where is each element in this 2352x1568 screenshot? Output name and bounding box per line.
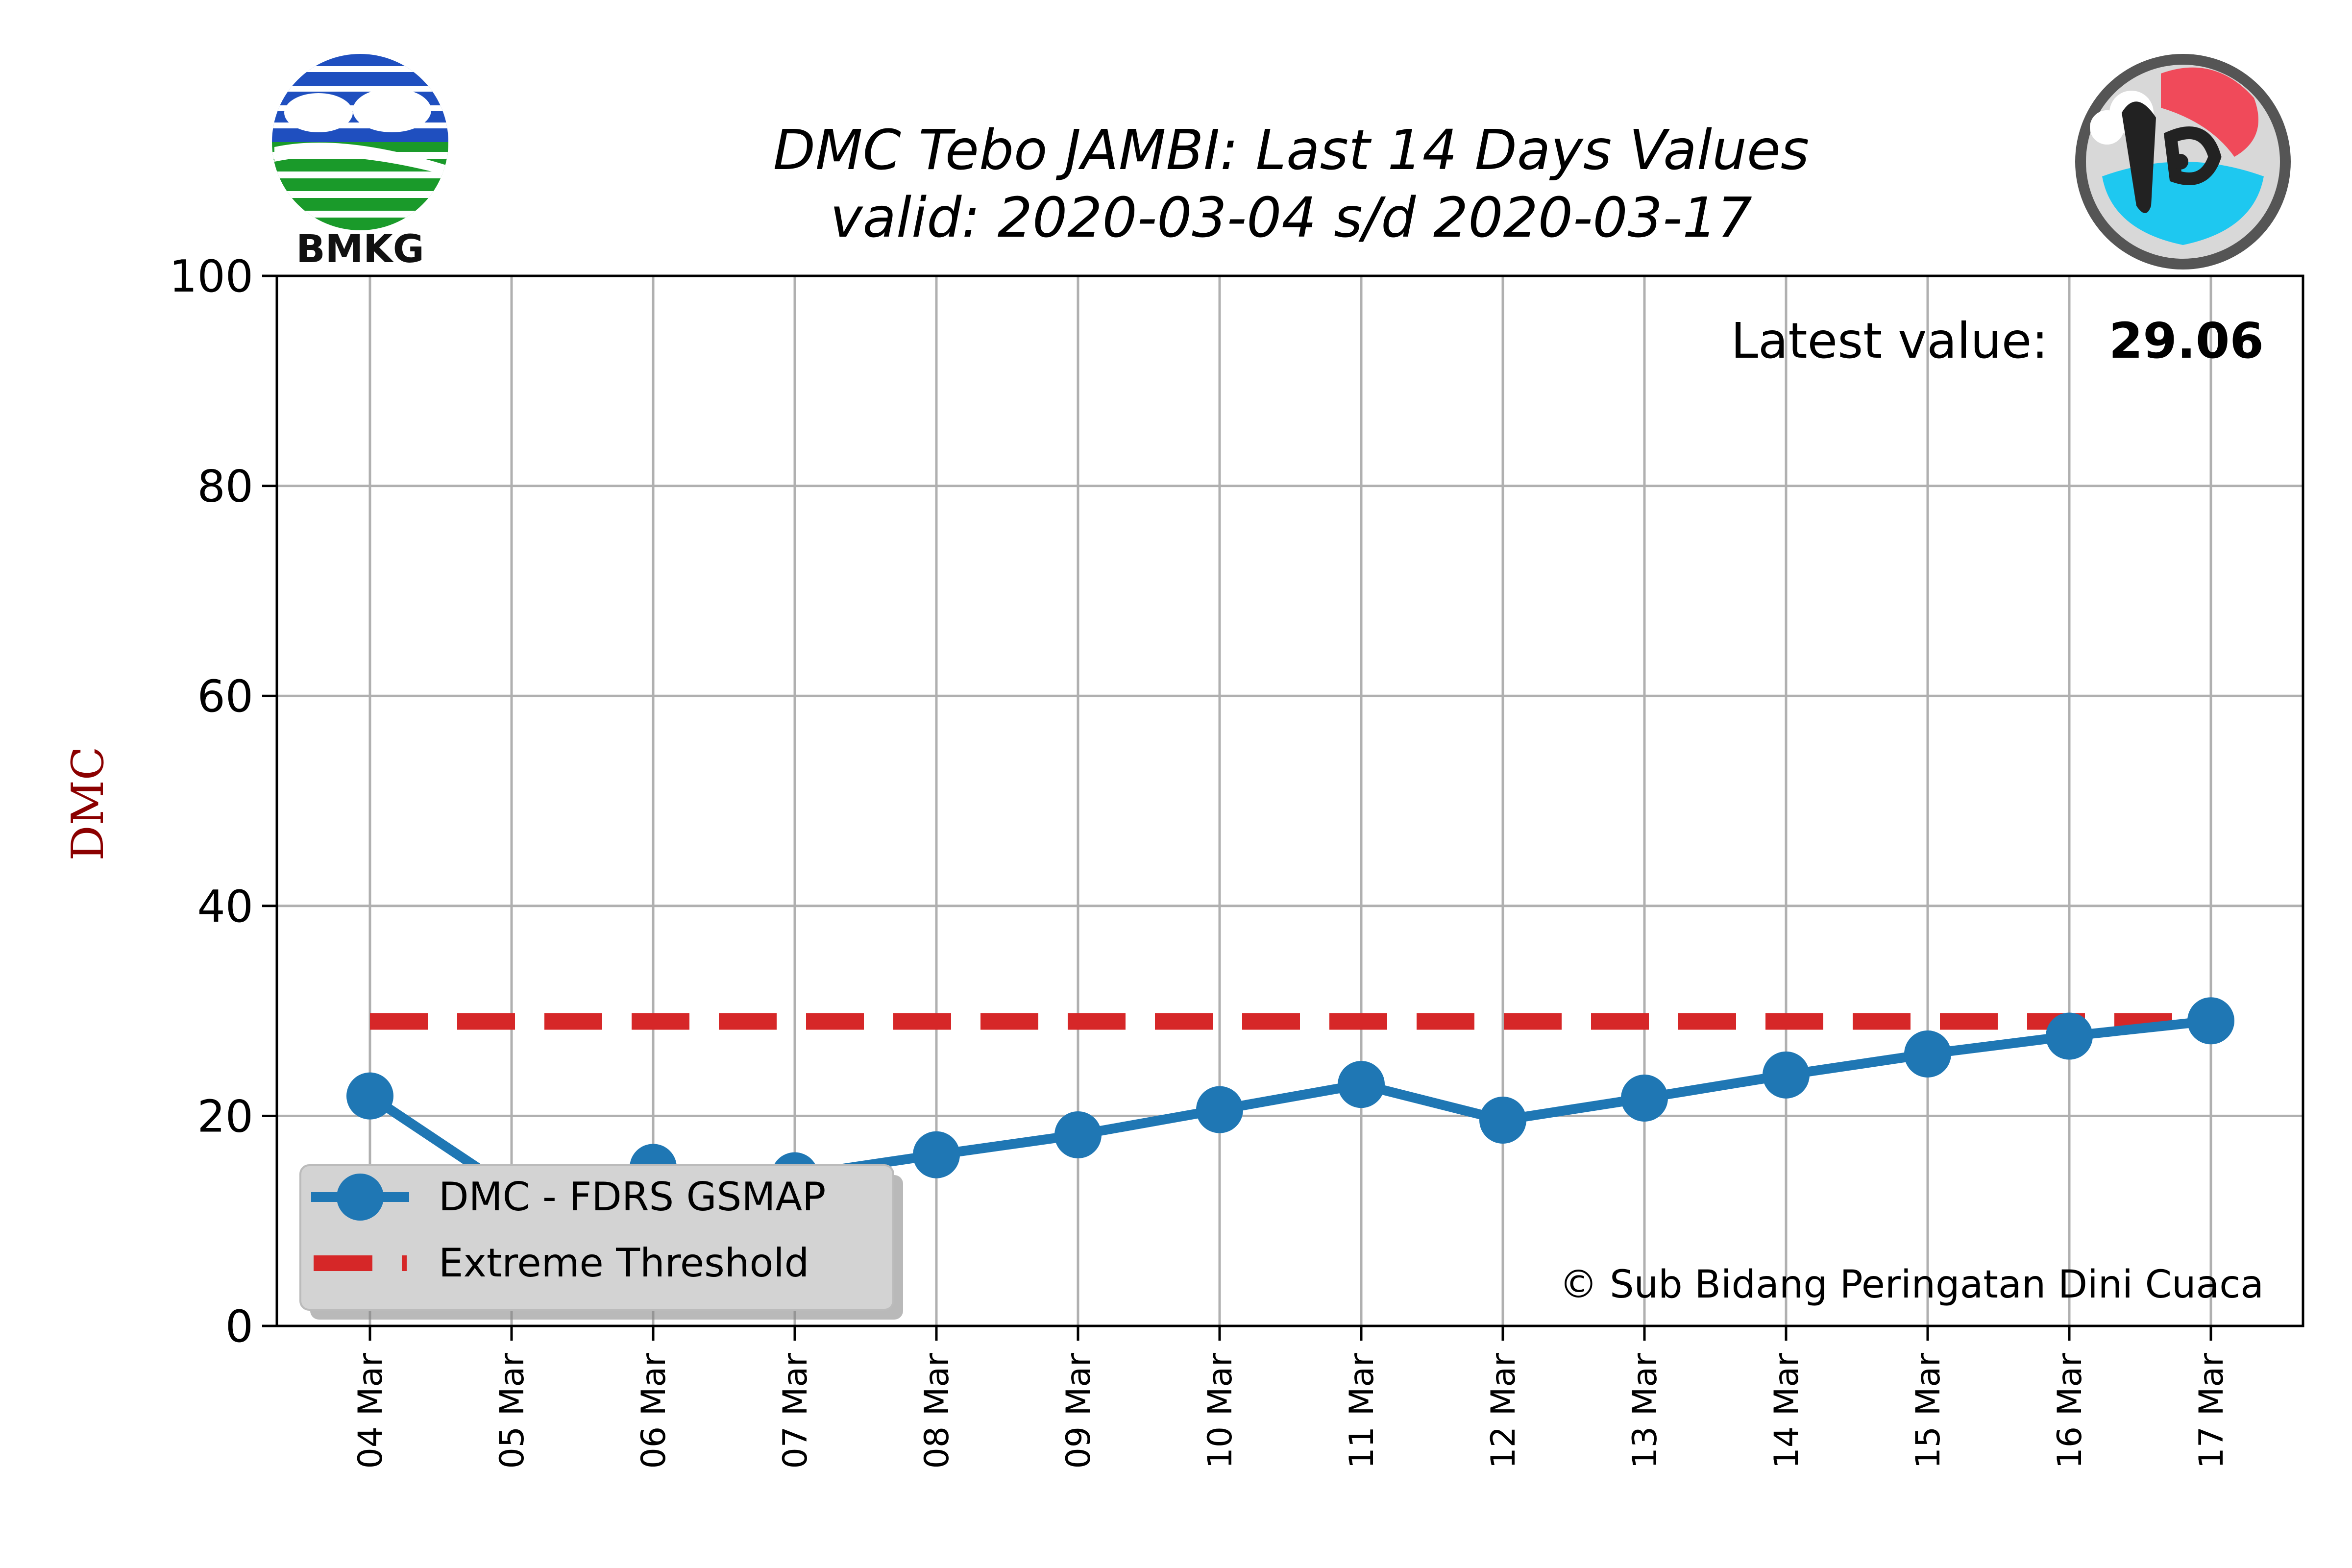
legend-item-dmc: DMC - FDRS GSMAP [311,1174,826,1221]
data-point [2187,997,2234,1045]
plot-frame [275,274,2304,1327]
x-tick-label: 10 Mar [1201,1353,1240,1469]
legend-label-threshold: Extreme Threshold [439,1240,809,1286]
y-tick-label: 80 [197,461,253,513]
legend-item-threshold: Extreme Threshold [314,1240,809,1286]
y-tick-label: 40 [197,881,253,932]
x-axis: 04 Mar 05 Mar 06 Mar 07 Mar 08 Mar 09 Mar 10 M… [351,1326,2231,1469]
data-point [1338,1061,1385,1108]
data-point [1479,1096,1526,1144]
x-tick-label: 09 Mar [1059,1353,1098,1469]
chart-subtitle: valid: 2020-03-04 s/d 2020-03-17 [830,186,1752,250]
y-tick-label: 100 [169,251,253,302]
data-point [346,1072,393,1120]
chart-title: DMC Tebo JAMBI: Last 14 Days Values [773,119,1809,182]
x-tick-label: 06 Mar [635,1353,673,1469]
y-tick-label: 60 [197,671,253,722]
x-tick-label: 15 Mar [1909,1353,1948,1469]
credit-text: © Sub Bidang Peringatan Dini Cuaca [1559,1263,2264,1307]
legend-box [299,1164,894,1311]
x-tick-label: 11 Mar [1343,1353,1381,1469]
latest-value-label: Latest value: [1731,312,2048,369]
legend-label-dmc: DMC - FDRS GSMAP [439,1174,826,1220]
legend: DMC - FDRS GSMAP Extreme Threshold [299,1164,903,1320]
y-tick-label: 0 [225,1301,253,1352]
pdc-logo [2075,54,2291,270]
x-tick-label: 14 Mar [1767,1353,1806,1469]
x-tick-label: 13 Mar [1626,1353,1665,1469]
data-point [1196,1086,1243,1133]
legend-marker-dmc [337,1174,384,1221]
bmkg-logo-text: BMKG [296,227,424,271]
plot-area [277,276,2303,1326]
x-tick-label: 12 Mar [1484,1353,1523,1469]
latest-value-number: 29.06 [2109,312,2264,369]
data-point [2046,1012,2093,1060]
data-point [1054,1111,1102,1158]
y-tick-label: 20 [197,1091,253,1142]
data-point [1763,1051,1810,1099]
data-point [1621,1074,1668,1122]
y-axis-label: DMC [62,746,114,860]
x-tick-label: 16 Mar [2051,1353,2089,1469]
y-axis: 0 20 40 60 80 100 [169,251,277,1352]
x-tick-label: 04 Mar [351,1353,390,1469]
x-tick-label: 08 Mar [918,1353,956,1469]
data-point [1904,1030,1951,1078]
bmkg-logo: BMKG [272,54,448,271]
data-point [913,1131,960,1178]
x-tick-label: 07 Mar [776,1353,815,1469]
x-tick-label: 17 Mar [2192,1353,2231,1469]
x-tick-label: 05 Mar [493,1353,532,1469]
